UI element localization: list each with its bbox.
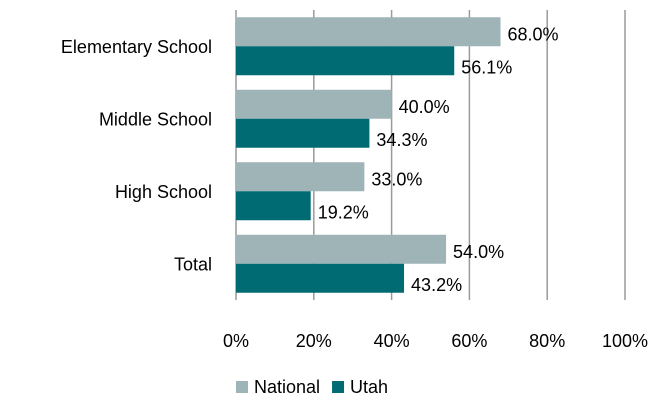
bar (236, 162, 365, 192)
value-label: 40.0% (399, 97, 450, 117)
value-label: 43.2% (411, 275, 462, 295)
y-tick-label: Total (174, 255, 212, 275)
value-label: 56.1% (461, 58, 512, 78)
x-tick-label: 0% (223, 331, 249, 351)
legend-label: National (254, 377, 320, 397)
bar (236, 118, 370, 148)
legend-label: Utah (350, 377, 388, 397)
legend-swatch (332, 381, 345, 393)
value-label: 34.3% (376, 130, 427, 150)
x-tick-label: 60% (451, 331, 487, 351)
value-label: 54.0% (453, 242, 504, 262)
y-tick-label: Elementary School (61, 37, 212, 57)
x-tick-label: 40% (374, 331, 410, 351)
value-label: 33.0% (371, 170, 422, 190)
bar (236, 263, 405, 293)
legend-swatch (236, 381, 248, 393)
x-tick-label: 20% (296, 331, 332, 351)
y-tick-label: High School (115, 182, 212, 202)
bar (236, 234, 447, 264)
bar (236, 89, 392, 119)
x-tick-label: 100% (602, 331, 648, 351)
bar (236, 191, 311, 221)
bar (236, 17, 501, 47)
y-tick-label: Middle School (99, 110, 212, 130)
value-label: 68.0% (508, 25, 559, 45)
bar (236, 46, 455, 76)
x-tick-label: 80% (529, 331, 565, 351)
value-label: 19.2% (318, 203, 369, 223)
